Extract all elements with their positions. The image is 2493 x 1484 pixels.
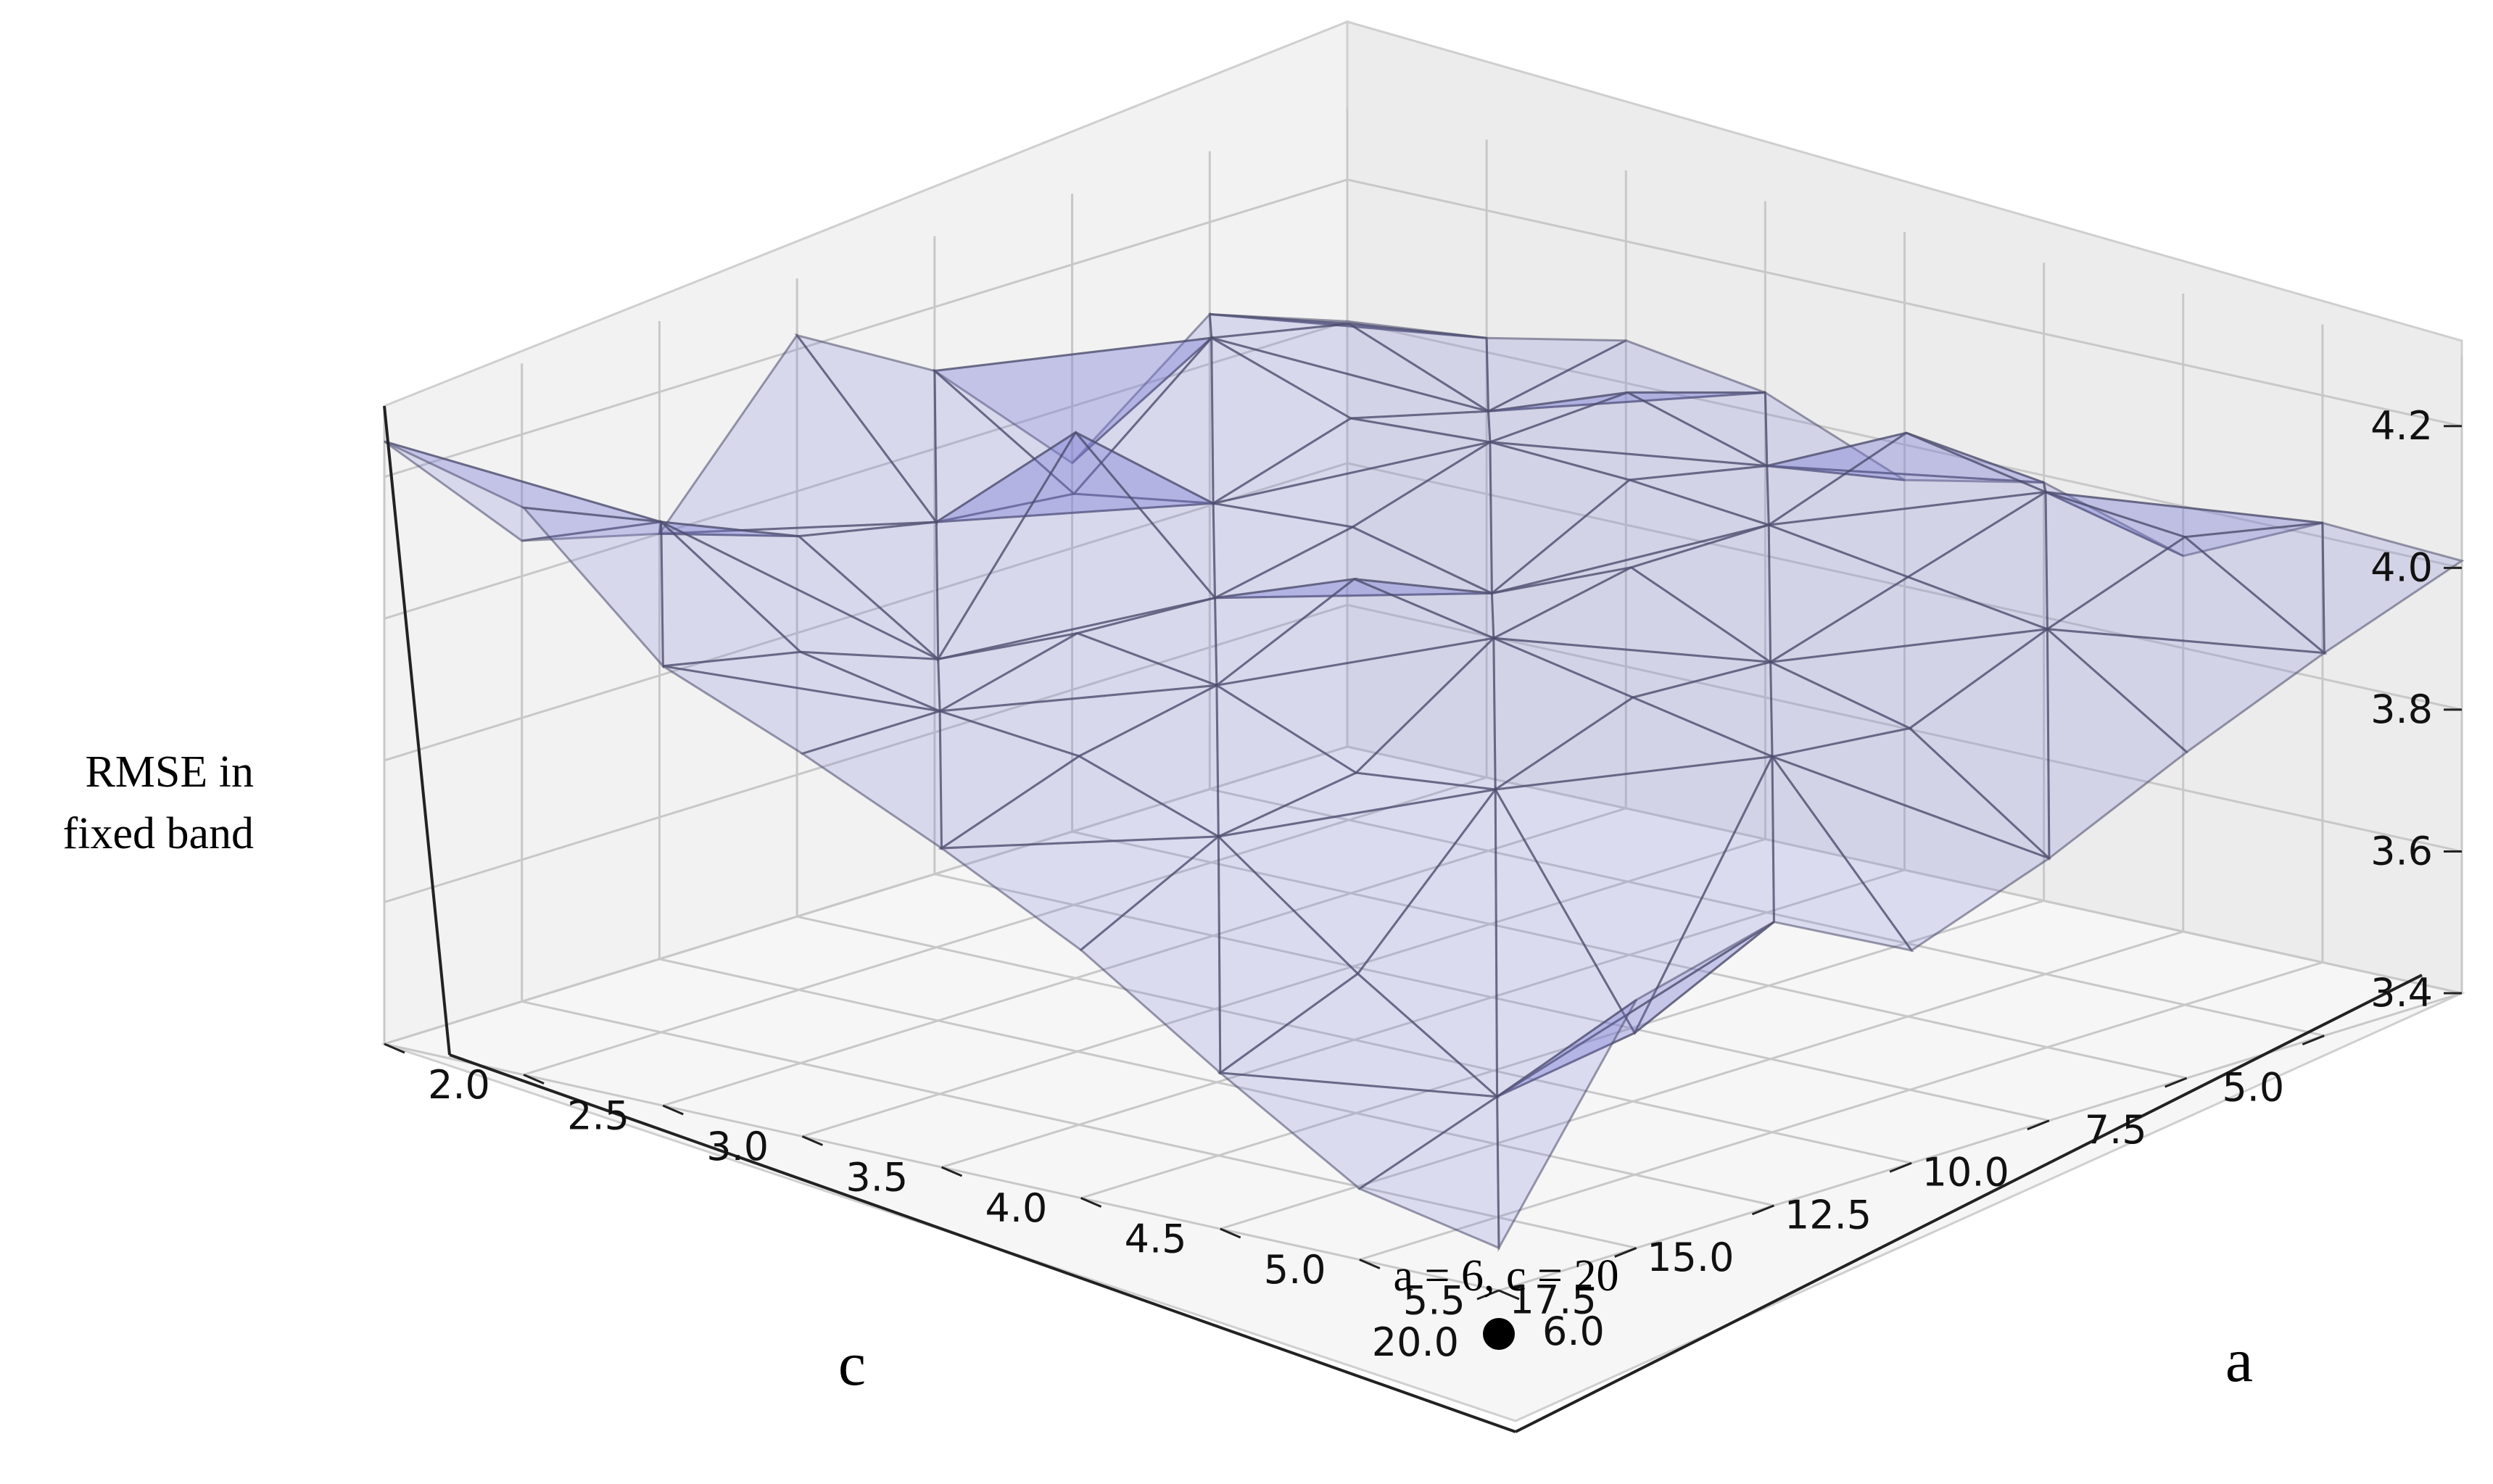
surface-mesh — [384, 311, 2465, 1252]
c-tick-label: 7.5 — [2085, 1107, 2147, 1153]
a-tick-mark — [1220, 1227, 1241, 1239]
a-axis-line — [1515, 974, 2423, 1433]
grid-line-a-floor — [1498, 992, 2463, 1292]
a-tick-mark — [1498, 1289, 1520, 1301]
c-tick-label: 5.0 — [2222, 1065, 2284, 1111]
grid-line-z-left — [1347, 745, 2463, 995]
annotation-group: a = 6, c = 20 — [1394, 1251, 1619, 1350]
c-tick-mark — [1889, 1161, 1912, 1173]
grid-line-z-left — [1347, 603, 2463, 853]
a-tick-label: 4.5 — [1125, 1216, 1187, 1262]
c-tick-label: 20.0 — [1372, 1319, 1459, 1365]
a-tick-mark — [384, 1042, 405, 1054]
z-tick-label: 3.4 — [2370, 970, 2433, 1016]
z-tick-label: 3.6 — [2370, 828, 2433, 874]
grid-line-z-right — [384, 178, 1348, 478]
c-tick-label: 17.5 — [1509, 1277, 1596, 1322]
surface-facet — [799, 709, 943, 850]
grid-line-a-floor — [801, 838, 1766, 1137]
a-tick-label: 2.5 — [567, 1093, 629, 1139]
a-tick-mark — [940, 1166, 963, 1177]
a-tick-mark — [1080, 1197, 1102, 1208]
surface-facet — [1357, 1094, 1500, 1250]
grid-line-z-left — [1347, 462, 2463, 711]
z-tick-label: 3.8 — [2370, 687, 2433, 732]
c-tick-mark — [2302, 1035, 2325, 1045]
a-axis-title: a — [2225, 1325, 2253, 1395]
grid-line-z-left — [1347, 178, 2463, 428]
z-tick-label: 4.0 — [2370, 544, 2433, 590]
tick-labels: 3.4 3.6 3.8 4.0 4.2 5.0 7.5 10.0 12.5 15.0 17.5 20.… — [384, 403, 2462, 1365]
grid-line-a-floor — [1220, 930, 2184, 1230]
a-tick-mark — [523, 1074, 545, 1085]
z-axis-title-line2: fixed band — [63, 809, 254, 858]
a-tick-label: 5.0 — [1264, 1247, 1326, 1293]
grid-line-z-right — [384, 462, 1348, 762]
z-tick-label: 4.2 — [2370, 403, 2433, 449]
c-tick-mark — [2027, 1119, 2050, 1131]
a-tick-mark — [1359, 1259, 1381, 1269]
a-tick-label: 5.5 — [1403, 1278, 1465, 1324]
z-axis-line — [383, 405, 451, 1056]
c-tick-label: 12.5 — [1785, 1192, 1872, 1238]
a-tick-label: 6.0 — [1542, 1309, 1605, 1354]
c-tick-mark — [1476, 1289, 1500, 1301]
a-tick-mark — [662, 1104, 684, 1116]
a-tick-label: 3.5 — [846, 1155, 908, 1201]
optimum-marker — [1483, 1318, 1515, 1350]
a-tick-label: 3.0 — [706, 1124, 769, 1169]
annotation-label: a = 6, c = 20 — [1394, 1251, 1619, 1301]
grid-line-z-right — [384, 745, 1348, 1045]
grid-line-a-floor — [662, 807, 1626, 1107]
c-axis-title: c — [838, 1329, 866, 1398]
z-axis-title-line1: RMSE in — [85, 747, 254, 797]
grid-line-a-floor — [523, 776, 1487, 1076]
grid-line-z-right — [384, 604, 1348, 903]
surface-facet — [521, 506, 664, 669]
axis-lines — [383, 405, 2423, 1433]
grid-line-a-floor — [941, 869, 1905, 1169]
a-tick-label: 2.0 — [428, 1062, 490, 1108]
c-axis-line — [449, 1053, 1516, 1433]
c-tick-mark — [1751, 1204, 1774, 1216]
c-tick-mark — [2165, 1077, 2188, 1088]
grid-line-z-right — [384, 320, 1348, 620]
grid-line-a-floor — [1080, 900, 2045, 1199]
a-tick-mark — [801, 1135, 823, 1146]
c-tick-label: 15.0 — [1647, 1235, 1734, 1280]
c-tick-mark — [1614, 1247, 1637, 1258]
c-tick-label: 10.0 — [1922, 1150, 2009, 1195]
a-tick-label: 4.0 — [985, 1185, 1048, 1231]
surface-facet — [1079, 834, 1222, 1076]
